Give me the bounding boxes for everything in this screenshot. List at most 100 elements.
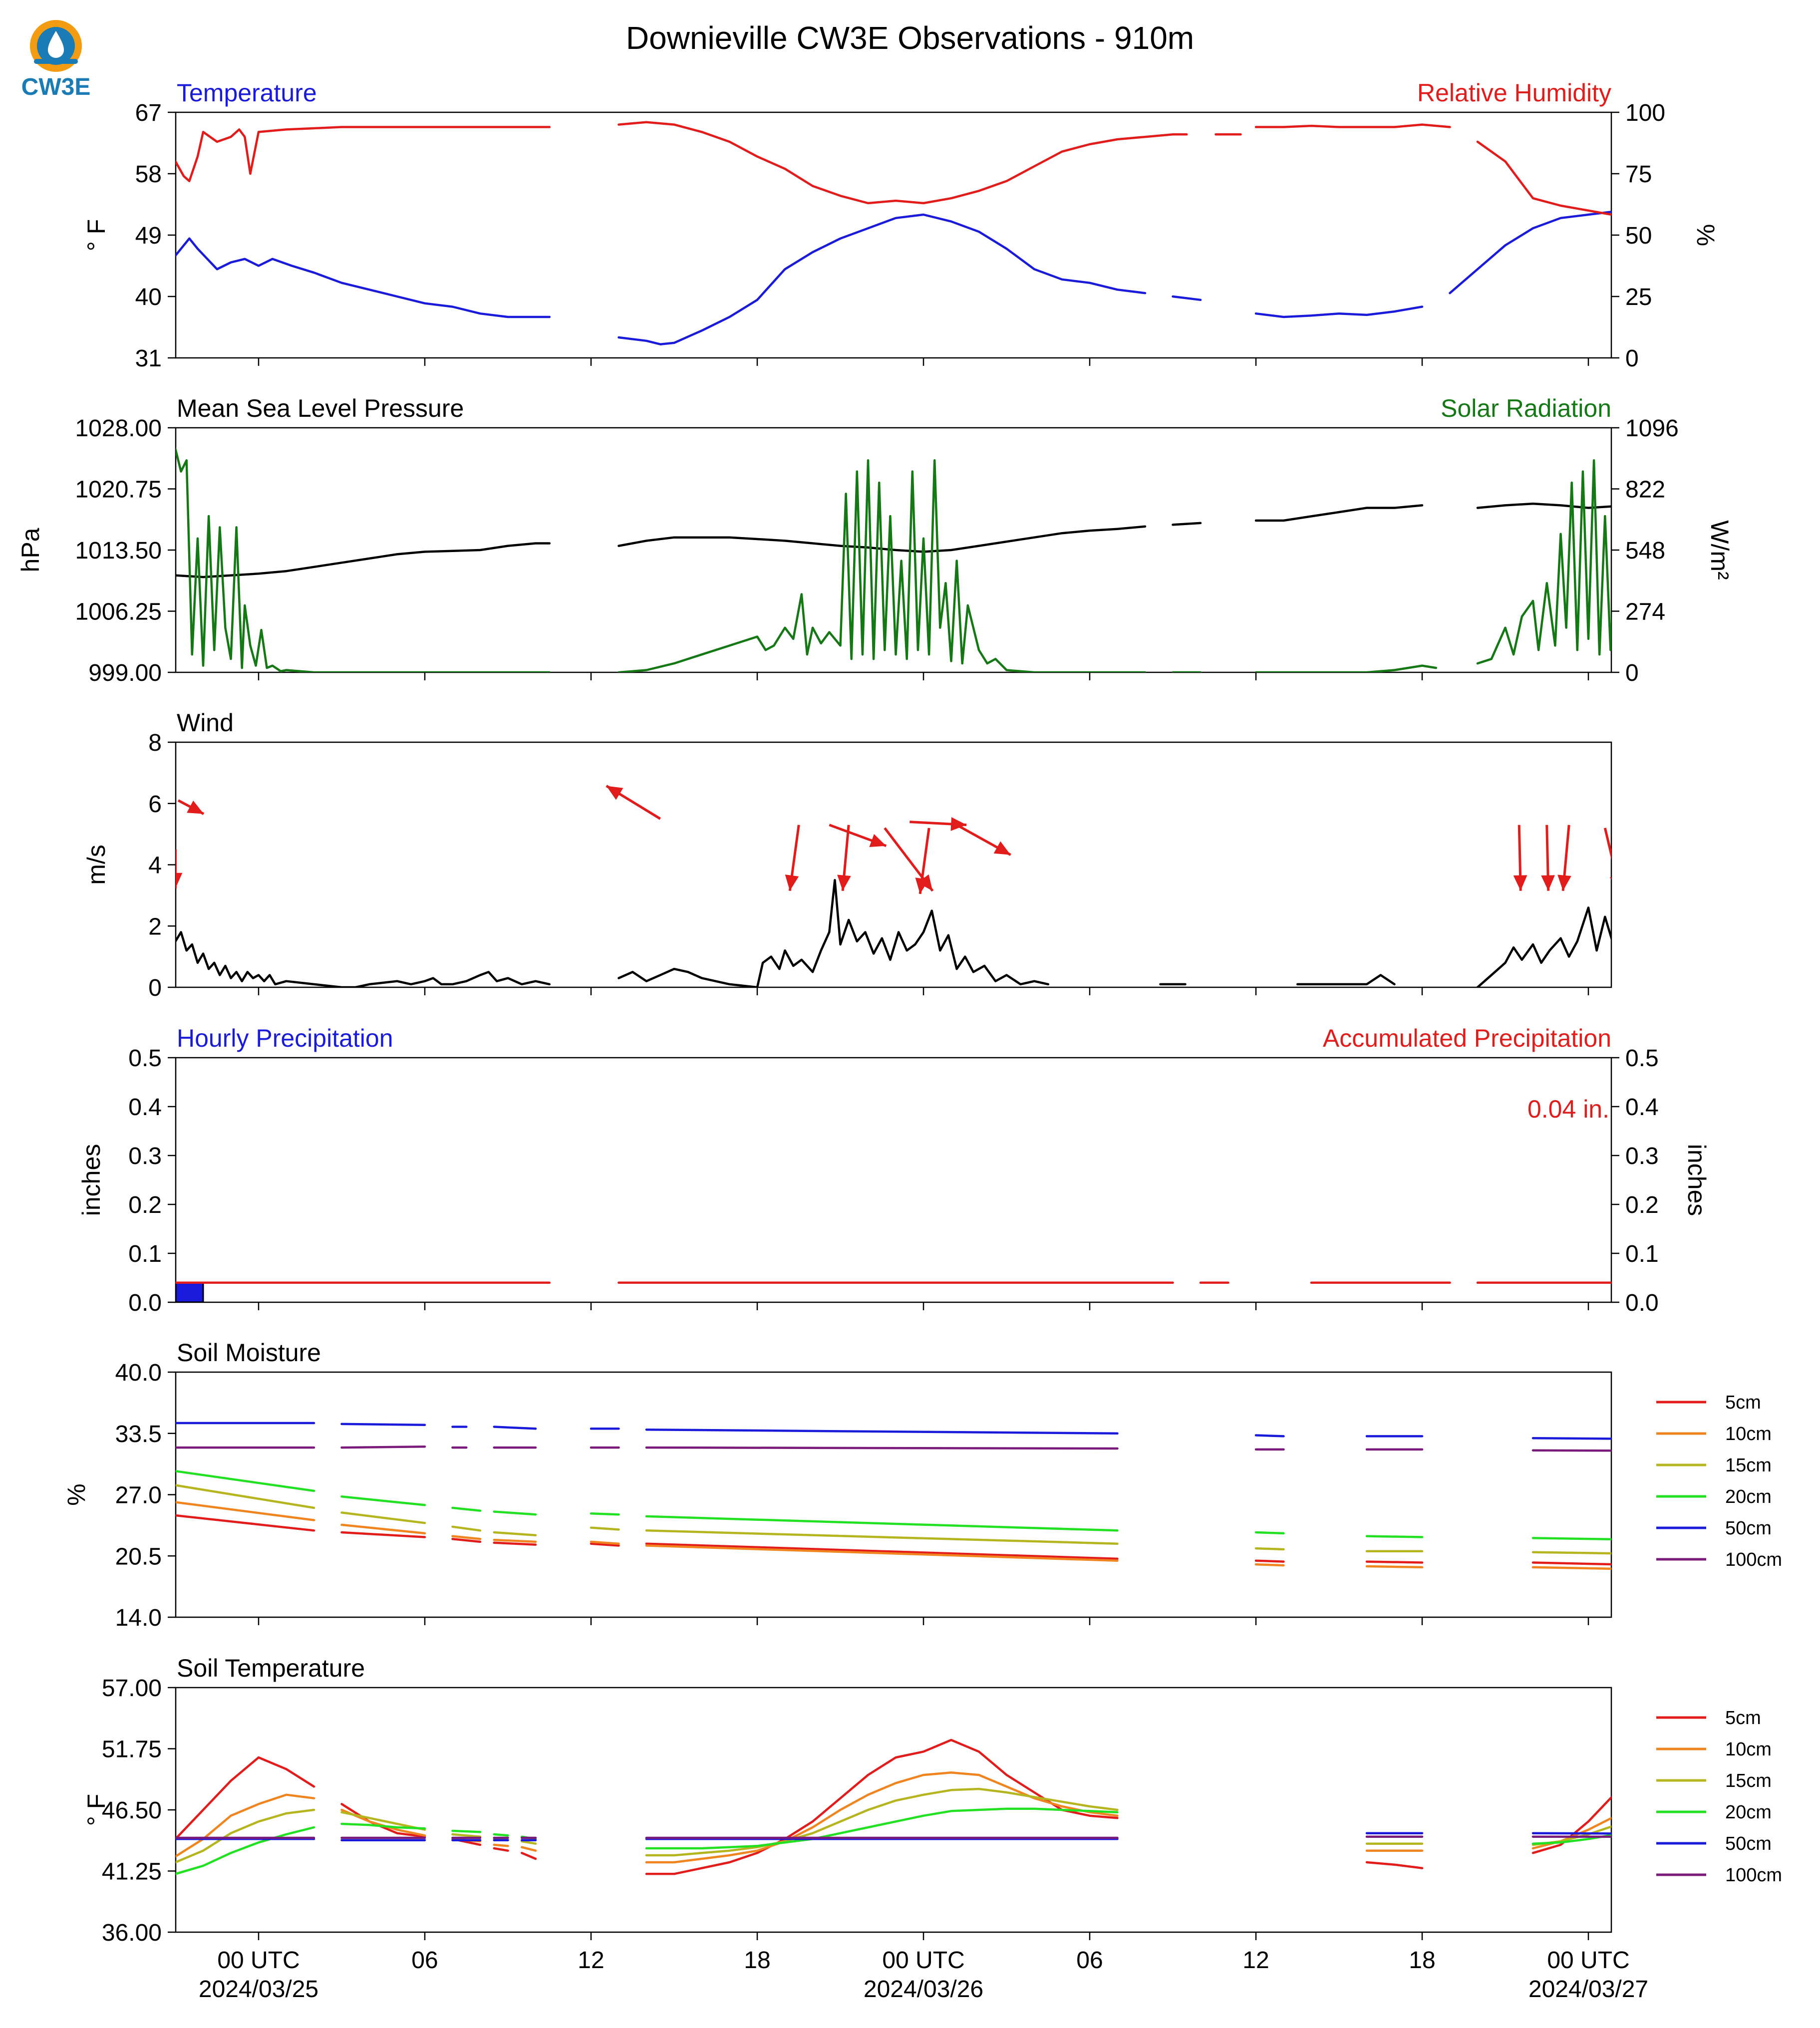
- wind-arrow-shaft: [1627, 825, 1636, 891]
- series-line-50cm: [1531, 1437, 1611, 1440]
- y-tick-label-left: 0.0: [128, 1290, 162, 1316]
- panel-soil_moisture: 14.0 20.5 27.0 33.5 40.0 Soil Moisture% 5cm 10c…: [62, 1339, 1782, 1631]
- series-line-mean-sea-level-pressure: [1476, 502, 1611, 509]
- series-line-20cm: [176, 1826, 315, 1875]
- x-tick-label: 12: [1242, 1947, 1269, 1974]
- y-axis-label-right: %: [1692, 224, 1720, 246]
- y-tick-label-left: 1013.50: [75, 538, 162, 564]
- cw3e-logo: CW3E: [21, 20, 90, 100]
- y-tick-label-left: 40.0: [115, 1360, 162, 1386]
- water-drop-icon: [48, 31, 64, 58]
- series-line-5cm: [176, 1756, 315, 1840]
- y-tick-label-right: 0: [1625, 345, 1639, 372]
- wind-arrow-head-icon: [950, 817, 967, 831]
- x-tick-date-label: 2024/03/27: [1528, 1976, 1648, 2003]
- series-line-5cm: [1365, 1861, 1424, 1869]
- series-line-20cm: [340, 1822, 426, 1830]
- legend-label: 15cm: [1725, 1770, 1772, 1791]
- panel-pressure_solar: 999.00 1006.25 1013.50 1020.75 1028.00 0 274 54…: [16, 394, 1734, 686]
- series-line-20cm: [493, 1833, 509, 1837]
- series-line-temperature: [176, 237, 551, 318]
- series-line-20cm: [340, 1495, 426, 1506]
- y-tick-label-right: 0.3: [1625, 1143, 1659, 1169]
- panel-temp_rh: 31 40 49 58 67 0 25 50 75 100 Temperature Relative …: [82, 79, 1720, 372]
- y-axis-label-left: m/s: [82, 845, 110, 885]
- series-line-15cm: [451, 1833, 482, 1838]
- series-line-mean-sea-level-pressure: [1172, 522, 1202, 526]
- series-line-20cm: [176, 1470, 315, 1492]
- y-tick-label-left: 6: [148, 791, 162, 818]
- series-line-20cm: [590, 1512, 620, 1516]
- y-tick-label-left: 20.5: [115, 1543, 162, 1570]
- series-line-20cm: [1531, 1537, 1611, 1541]
- series-line-5cm: [1531, 1561, 1611, 1566]
- series-line-15cm: [645, 1787, 1119, 1857]
- panel-title-right: Accumulated Precipitation: [1323, 1024, 1611, 1052]
- y-axis-label-right: inches: [1683, 1144, 1711, 1216]
- wind-arrow-head-icon: [1723, 826, 1740, 840]
- series-line-solar-radiation: [1476, 459, 1611, 665]
- series-line-10cm: [1365, 1565, 1424, 1569]
- y-tick-label-right: 548: [1625, 538, 1665, 564]
- panel-title-left: Hourly Precipitation: [177, 1024, 393, 1052]
- series-line-5cm: [1254, 1559, 1285, 1563]
- y-tick-label-left: 27.0: [115, 1482, 162, 1509]
- series-line-relative-humidity: [1254, 123, 1451, 128]
- y-tick-label-left: 0.4: [128, 1094, 162, 1121]
- wind-arrow-head-icon: [837, 874, 851, 891]
- series-line-10cm: [340, 1523, 426, 1535]
- series-line-relative-humidity: [1476, 140, 1611, 216]
- y-tick-label-left: 1028.00: [75, 415, 162, 442]
- y-axis-label-left: %: [62, 1483, 90, 1505]
- x-tick-date-label: 2024/03/26: [864, 1976, 983, 2003]
- series-line-solar-radiation: [617, 459, 1147, 672]
- y-tick-label-left: 41.25: [102, 1859, 162, 1885]
- wind-arrow-shaft: [1713, 834, 1743, 855]
- series-line-5cm: [493, 1847, 509, 1852]
- y-axis-label-left: ° F: [82, 219, 110, 251]
- series-line-20cm: [645, 1807, 1119, 1850]
- plot-frame: [175, 111, 1612, 359]
- y-tick-label-right: 0.4: [1625, 1094, 1659, 1121]
- y-tick-label-left: 31: [135, 345, 162, 372]
- y-axis-label-right: W/m²: [1706, 520, 1734, 579]
- legend-label: 100cm: [1725, 1549, 1782, 1570]
- series-line-5cm: [590, 1542, 620, 1547]
- legend-label: 50cm: [1725, 1833, 1772, 1854]
- y-tick-label-left: 36.00: [102, 1920, 162, 1946]
- series-line-100cm: [340, 1445, 426, 1449]
- panel-title-right: Relative Humidity: [1417, 79, 1611, 107]
- series-line-20cm: [1254, 1531, 1285, 1535]
- x-tick-label: 06: [1076, 1947, 1103, 1974]
- wind-arrow-head-icon: [606, 786, 623, 800]
- legend-label: 50cm: [1725, 1518, 1772, 1539]
- series-line-10cm: [493, 1538, 537, 1543]
- y-axis-label-left: hPa: [16, 528, 44, 572]
- series-line-5cm: [521, 1852, 537, 1860]
- wind-arrow-head-icon: [1541, 875, 1555, 891]
- wind-arrow-head-icon: [1627, 874, 1641, 891]
- plot-area: [176, 448, 1611, 672]
- y-tick-label-left: 0.5: [128, 1045, 162, 1072]
- y-tick-label-left: 0.2: [128, 1192, 162, 1218]
- series-line-100cm: [1531, 1449, 1611, 1452]
- y-tick-label-left: 51.75: [102, 1737, 162, 1763]
- x-tick-label: 00 UTC: [1547, 1947, 1629, 1974]
- y-tick-label-left: 0.3: [128, 1143, 162, 1169]
- wind-arrow-head-icon: [1557, 874, 1571, 891]
- y-axis-label-left: inches: [77, 1144, 105, 1216]
- y-tick-label-left: 2: [148, 913, 162, 940]
- series-line-15cm: [451, 1525, 482, 1532]
- series-line-10cm: [1254, 1563, 1285, 1567]
- series-line-relative-humidity: [176, 126, 551, 183]
- series-line-wind-speed: [1296, 974, 1396, 986]
- y-tick-label-left: 8: [148, 730, 162, 756]
- panel-title-left: Temperature: [177, 79, 317, 107]
- series-line-solar-radiation: [176, 448, 551, 672]
- y-tick-label-left: 1020.75: [75, 477, 162, 503]
- plot-frame: [175, 1371, 1612, 1618]
- series-line-15cm: [590, 1526, 620, 1531]
- y-tick-label-left: 67: [135, 100, 162, 126]
- series-line-temperature: [1254, 305, 1424, 318]
- wind-arrow-head-icon: [1513, 875, 1527, 891]
